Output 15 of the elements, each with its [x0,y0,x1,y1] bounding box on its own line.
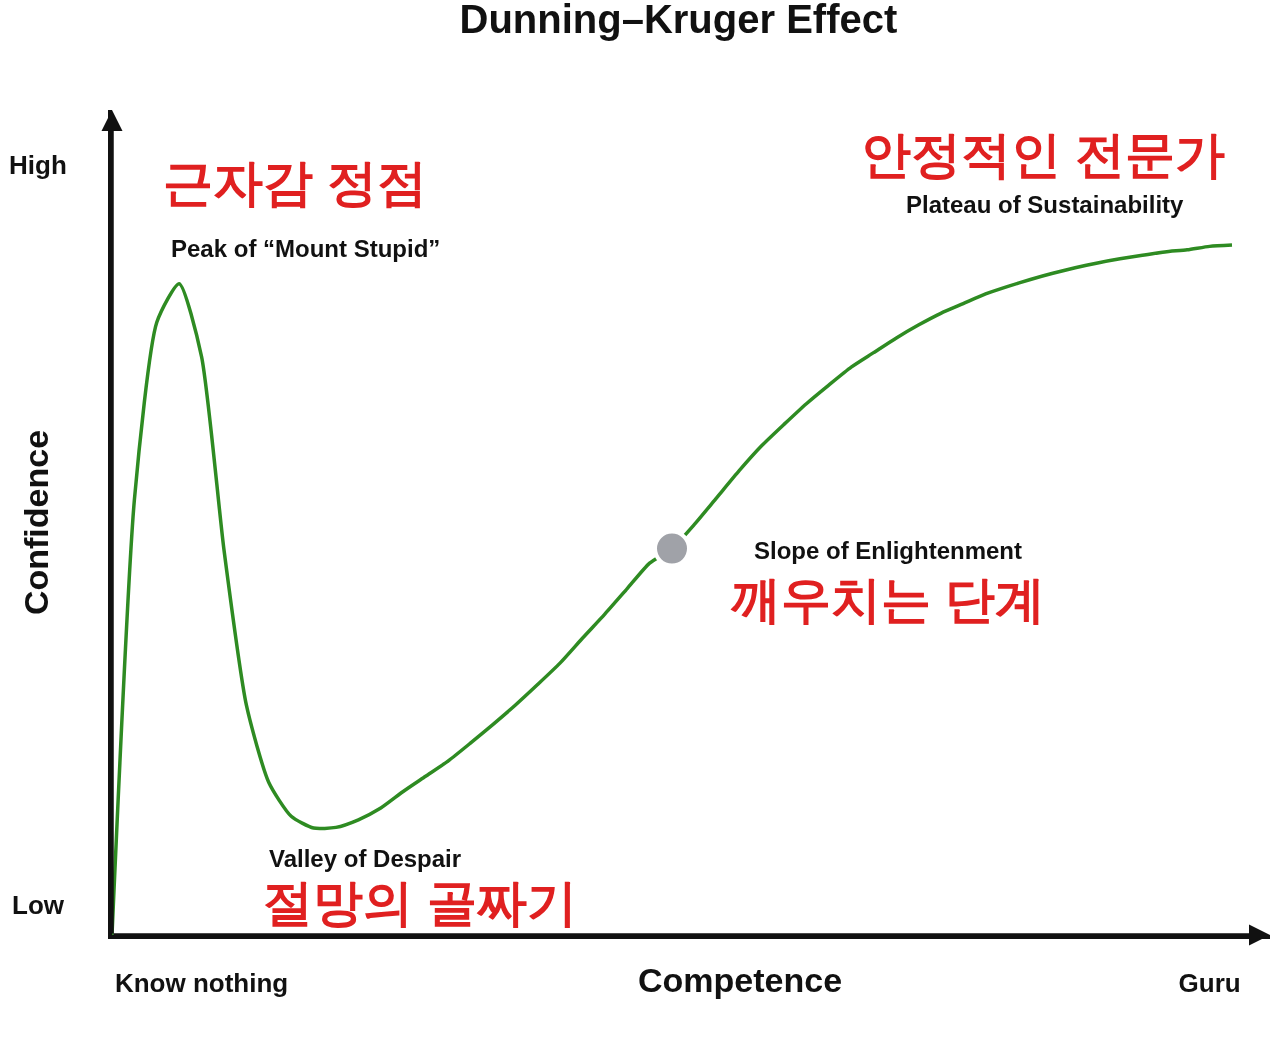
y-axis-title: Confidence [17,429,56,616]
annotation: Peak of “Mount Stupid” [171,235,441,262]
text: High [9,150,67,180]
text: Low [12,890,65,920]
annotation: Slope of Enlightenment [754,537,1022,564]
annotation: 절망의 골짜기 [263,875,577,931]
text: 근자감 정점 [163,155,427,211]
x-tick-label: Know nothing [114,967,289,998]
annotation: 깨우치는 단계 [730,572,1045,628]
x-axis-title: Competence [638,961,843,999]
annotation: Valley of Despair [269,845,462,872]
text: 안정적인 전문가 [861,127,1225,183]
chart-title: Dunning–Kruger Effect [459,0,898,42]
text: Plateau of Sustainability [906,191,1185,218]
x-tick-label: Guru [1178,967,1241,998]
